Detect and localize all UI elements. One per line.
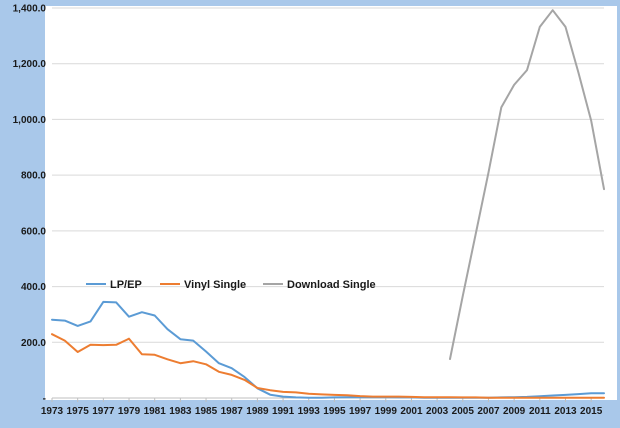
axes: - 200.0 400.0 600.0 800.0 1,000.0 1,200.0 1,400… bbox=[13, 4, 603, 418]
y-tick-label: 400.0 bbox=[21, 282, 46, 293]
x-tick-label: 2013 bbox=[554, 406, 577, 417]
x-tick-label: 1975 bbox=[67, 406, 90, 417]
x-tick-label: 1979 bbox=[118, 406, 141, 417]
series-line-download-single bbox=[449, 9, 605, 360]
gridlines bbox=[52, 7, 604, 399]
legend-label: LP/EP bbox=[110, 279, 142, 291]
x-tick-label: 1995 bbox=[323, 406, 346, 417]
x-tick-label: 2005 bbox=[452, 406, 475, 417]
y-tick-label: 600.0 bbox=[21, 226, 46, 237]
legend-label: Download Single bbox=[287, 279, 376, 291]
x-tick-label: 2015 bbox=[580, 406, 603, 417]
legend: LP/EP Vinyl Single Download Single bbox=[86, 279, 376, 291]
plot-area bbox=[45, 6, 617, 400]
x-tick-label: 1981 bbox=[144, 406, 167, 417]
x-tick-label: 1997 bbox=[349, 406, 372, 417]
y-tick-label: 800.0 bbox=[21, 171, 46, 182]
x-tick-label: 2009 bbox=[503, 406, 526, 417]
legend-label: Vinyl Single bbox=[184, 279, 246, 291]
y-tick-label: 1,200.0 bbox=[13, 59, 47, 70]
x-tick-label: 2011 bbox=[529, 406, 551, 417]
x-tick-label: 2007 bbox=[477, 406, 500, 417]
y-tick-label: 1,400.0 bbox=[13, 4, 47, 15]
x-tick-label: 1983 bbox=[169, 406, 192, 417]
x-tick-label: 2003 bbox=[426, 406, 449, 417]
x-tick-label: 1999 bbox=[375, 406, 398, 417]
x-tick-label: 1993 bbox=[298, 406, 321, 417]
y-tick-label: 1,000.0 bbox=[13, 115, 47, 126]
x-tick-label: 1987 bbox=[221, 406, 244, 417]
x-tick-label: 2001 bbox=[400, 406, 423, 417]
x-tick-label: 1989 bbox=[246, 406, 269, 417]
y-tick-label: 200.0 bbox=[21, 338, 46, 349]
x-tick-label: 1991 bbox=[272, 406, 295, 417]
series-lines bbox=[51, 9, 605, 399]
x-tick-label: 1977 bbox=[92, 406, 115, 417]
series-line-vinyl-single bbox=[51, 333, 605, 399]
x-tick-label: 1985 bbox=[195, 406, 218, 417]
x-tick-label: 1973 bbox=[41, 406, 64, 417]
y-tick-label: - bbox=[43, 394, 46, 405]
